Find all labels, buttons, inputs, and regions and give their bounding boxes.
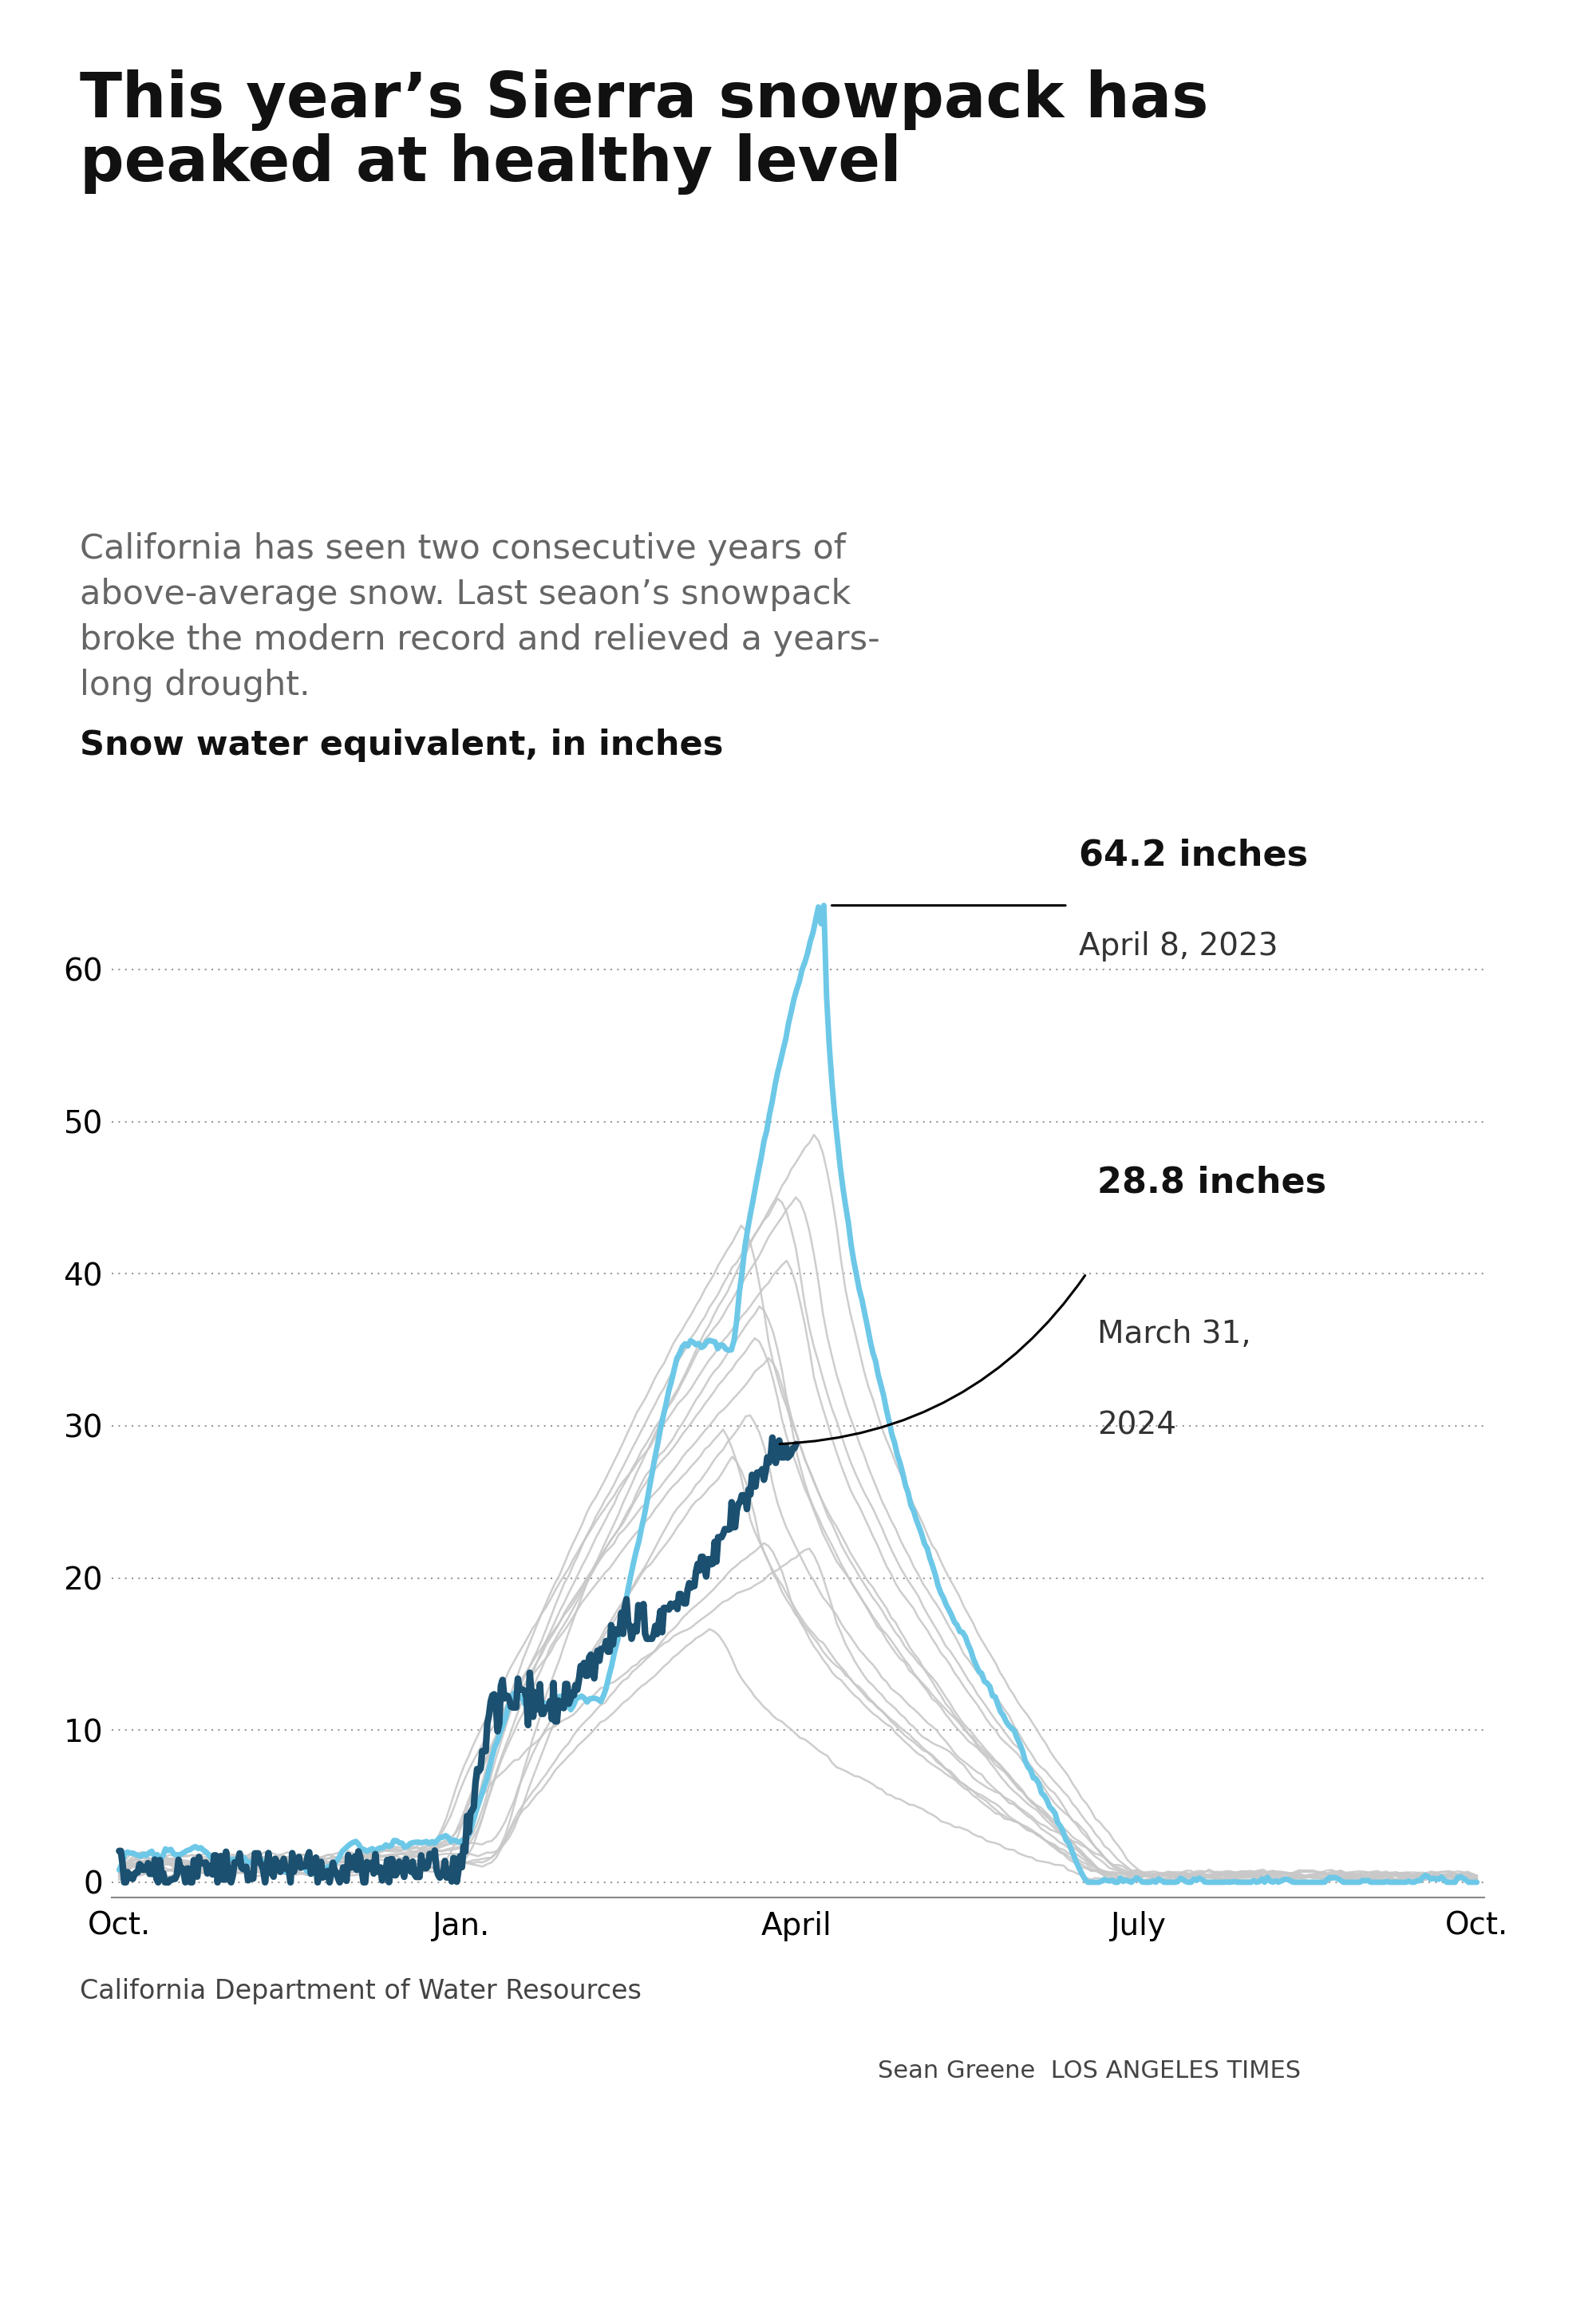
Text: This year’s Sierra snowpack has
peaked at healthy level: This year’s Sierra snowpack has peaked a… [80, 69, 1208, 194]
Text: 64.2 inches: 64.2 inches [1079, 838, 1309, 872]
Text: April 8, 2023: April 8, 2023 [1079, 930, 1278, 963]
Text: 2024: 2024 [1098, 1412, 1176, 1442]
Text: Sean Greene  LOS ANGELES TIMES: Sean Greene LOS ANGELES TIMES [878, 2059, 1301, 2083]
Text: California Department of Water Resources: California Department of Water Resources [80, 1978, 642, 2004]
Text: 28.8 inches: 28.8 inches [1098, 1166, 1326, 1199]
Text: March 31,: March 31, [1098, 1319, 1251, 1349]
Text: California has seen two consecutive years of
above-average snow. Last seaon’s sn: California has seen two consecutive year… [80, 532, 879, 701]
Text: Snow water equivalent, in inches: Snow water equivalent, in inches [80, 729, 723, 761]
